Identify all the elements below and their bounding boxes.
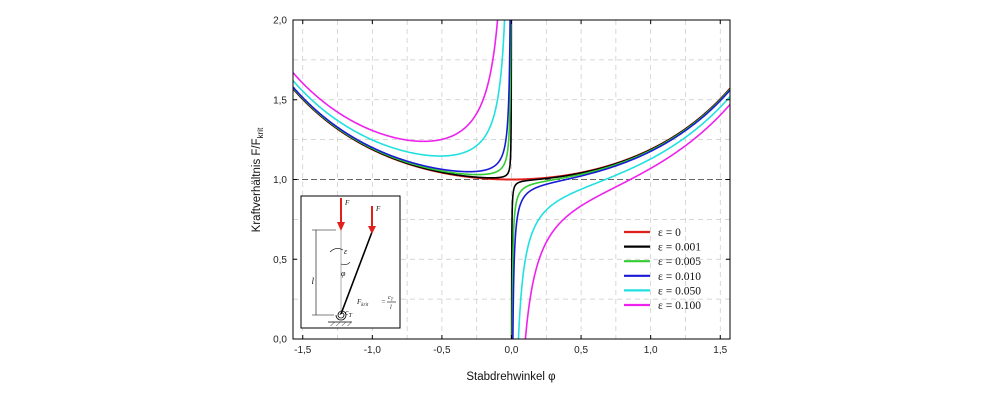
inset-force-arrowhead-2 (368, 226, 376, 234)
series-layer (293, 20, 730, 339)
y-axis-title: Kraftverhältnis F/Fkrit (251, 127, 265, 232)
x-tick-label: 1,0 (644, 345, 658, 356)
legend-label: ε = 0.005 (658, 256, 701, 268)
inset-formula-eq: = (381, 298, 386, 306)
y-tick-label: 1,5 (273, 95, 287, 106)
ticks: -1,5 -1,0 -0,5 0,0 0,5 1,0 1,5 0,0 0,5 1,0 1,5 2,0 (273, 16, 730, 356)
series-line (293, 20, 730, 339)
x-tick-label: 1,5 (713, 345, 727, 356)
inset-force-label-1: F (344, 199, 350, 207)
x-tick-label: -1,0 (364, 345, 382, 356)
y-tick-label: 2,0 (273, 16, 287, 27)
x-tick-label: 0,0 (505, 345, 519, 356)
x-tick-label: 0,5 (574, 345, 588, 356)
x-axis-title: Stabdrehwinkel φ (466, 371, 555, 383)
inset-formula-numerator: cT (388, 295, 394, 302)
inset-formula-lhs: Fkrit (356, 298, 369, 308)
inset-force-arrowhead-1 (337, 222, 345, 231)
inset-frame (300, 195, 401, 329)
inset-force-label-2: F (375, 205, 381, 213)
inset-rod (340, 231, 373, 315)
y-tick-label: 1,0 (273, 175, 287, 186)
legend-label: ε = 0.050 (658, 285, 701, 297)
legend-label: ε = 0.010 (658, 271, 701, 283)
inset-epsilon-label: ε (344, 247, 348, 256)
inset-length-label: l (311, 276, 314, 286)
inset-phi-arc (340, 261, 351, 265)
y-tick-label: 0,0 (273, 335, 287, 346)
series-line (293, 20, 730, 339)
series-line (293, 20, 730, 339)
svg-text:Kraftverhältnis F/Fkrit: Kraftverhältnis F/Fkrit (251, 127, 265, 232)
legend-label: ε = 0.100 (658, 300, 701, 312)
inset-spring-icon (335, 310, 347, 321)
x-tick-label: -1,5 (294, 345, 312, 356)
inset-formula: Fkrit = cT l (356, 295, 396, 311)
inset-epsilon-arc (329, 248, 344, 253)
inset-diagram: l ε φ F F cT Fkrit = cT l (300, 195, 401, 329)
inset-spring-label: cT (345, 308, 353, 319)
inset-phi-label: φ (341, 269, 346, 278)
inset-ground-hatch (329, 322, 351, 326)
y-axis-title-main: Kraftverhältnis F/F (251, 138, 263, 232)
x-tick-label: -0,5 (433, 345, 451, 356)
inset-formula-denominator: l (390, 305, 392, 311)
legend: ε = 0 ε = 0.001 ε = 0.005 ε = 0.010 ε = 0.05… (624, 227, 701, 312)
series-line (293, 20, 730, 339)
legend-label: ε = 0.001 (658, 242, 701, 254)
legend-label: ε = 0 (658, 227, 681, 239)
y-axis-title-subscript: krit (256, 127, 265, 138)
y-tick-label: 0,5 (273, 255, 287, 266)
